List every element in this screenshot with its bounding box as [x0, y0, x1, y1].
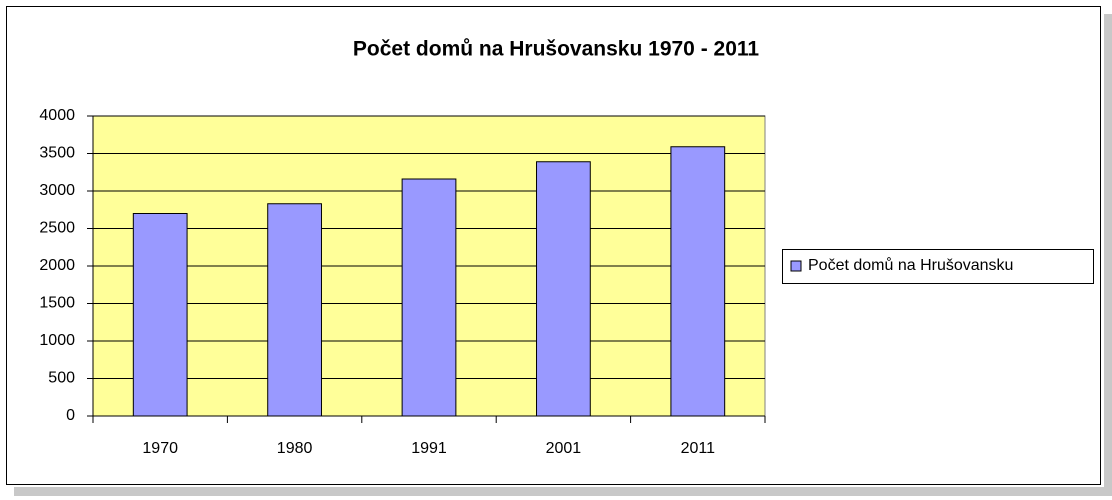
x-tick-label: 2001 [546, 440, 582, 457]
chart-title: Počet domů na Hrušovansku 1970 - 2011 [353, 38, 759, 61]
y-tick-label: 2500 [39, 220, 75, 237]
x-tick-label: 1980 [277, 440, 313, 457]
x-tick-label: 1991 [411, 440, 447, 457]
x-tick-label: 1970 [142, 440, 178, 457]
shadow [14, 487, 1112, 496]
bar [536, 161, 591, 417]
y-tick-label: 4000 [39, 107, 75, 124]
shadow [1104, 14, 1112, 496]
y-tick-label: 1000 [39, 332, 75, 349]
y-tick-label: 3000 [39, 182, 75, 199]
bar [132, 213, 188, 417]
x-tick-label: 2011 [681, 440, 716, 457]
legend-box [782, 249, 1094, 284]
y-tick-label: 500 [48, 370, 75, 387]
legend-swatch [790, 260, 802, 272]
y-tick-label: 1500 [39, 295, 75, 312]
bar [267, 203, 322, 417]
bar [401, 178, 457, 417]
legend-label: Počet domů na Hrušovansku [808, 256, 1013, 274]
y-tick-label: 3500 [39, 145, 75, 162]
y-tick-label: 0 [66, 407, 75, 424]
y-tick-label: 2000 [39, 257, 75, 274]
bar [670, 146, 726, 417]
